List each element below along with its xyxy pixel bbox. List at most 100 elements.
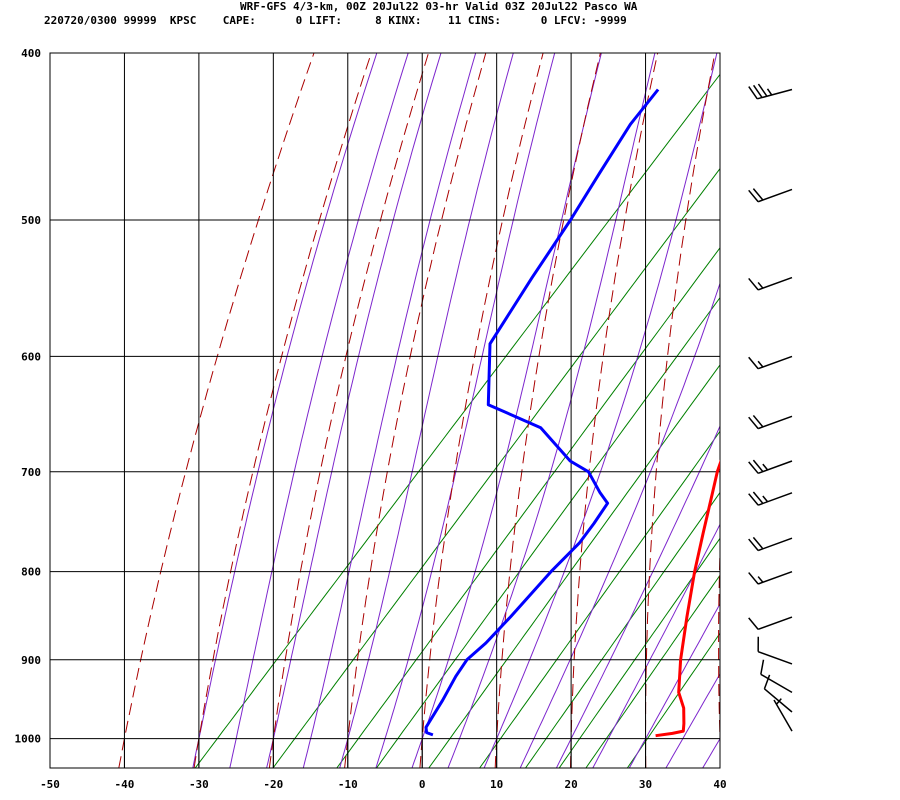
- wind-barb-staff: [757, 537, 793, 552]
- moist-adiabat: [665, 672, 720, 768]
- moist-adiabats: [192, 53, 720, 768]
- dry-adiabat: [118, 53, 315, 768]
- wind-barb: [748, 355, 793, 370]
- wind-barb: [748, 459, 793, 475]
- mixing-ratio-line: [585, 574, 720, 768]
- mixing-ratio-lines: [194, 73, 720, 768]
- temperature-tick-label: -50: [40, 778, 60, 791]
- mixing-ratio-line: [376, 296, 720, 768]
- moist-adiabat: [411, 53, 602, 768]
- wind-barb-feather: [748, 277, 759, 291]
- moist-adiabat: [592, 523, 720, 768]
- temperature-tick-label: 30: [639, 778, 652, 791]
- moist-adiabat: [192, 53, 378, 768]
- wind-barb-staff: [757, 355, 793, 370]
- wind-barb-feather: [748, 189, 759, 203]
- moist-adiabat: [483, 53, 718, 768]
- wind-barb-half-feather: [757, 576, 764, 583]
- wind-barb: [748, 536, 793, 552]
- dry-adiabat: [570, 53, 659, 768]
- pressure-tick-label: 600: [21, 350, 41, 363]
- mixing-ratio-line: [272, 167, 720, 768]
- pressure-tick-label: 400: [21, 47, 41, 60]
- wind-barb-staff: [757, 616, 793, 631]
- pressure-tick-label: 500: [21, 214, 41, 227]
- moist-adiabat: [266, 53, 442, 768]
- wind-barb-staff: [757, 460, 793, 475]
- wind-barb: [748, 188, 793, 203]
- dry-adiabat: [718, 536, 720, 754]
- dry-adiabat: [268, 53, 429, 768]
- wind-barb-feather: [752, 84, 763, 98]
- wind-barb: [748, 414, 793, 430]
- wind-barb-feather: [752, 459, 764, 473]
- wind-barb-staff: [763, 688, 793, 713]
- wind-barb-staff: [757, 492, 793, 506]
- wind-barb: [748, 83, 793, 100]
- mixing-ratio-line: [558, 537, 720, 768]
- wind-barb-feather: [748, 572, 759, 585]
- temperature-tick-label: -30: [189, 778, 209, 791]
- wind-barb-staff: [757, 188, 793, 203]
- wind-barb-staff: [773, 699, 793, 732]
- moist-adiabat: [229, 53, 409, 768]
- wind-barb-half-feather: [766, 88, 773, 96]
- wind-barb-feather: [752, 188, 764, 201]
- wind-barb-feather: [748, 416, 759, 430]
- wind-barb-staff: [757, 88, 793, 100]
- moist-adiabat: [302, 53, 477, 768]
- pressure-tick-label: 1000: [15, 733, 42, 746]
- dry-adiabat: [789, 53, 829, 768]
- wind-barb: [748, 491, 793, 506]
- mixing-ratio-line: [194, 73, 720, 768]
- grid-lines: [50, 53, 720, 768]
- dry-adiabat: [419, 53, 544, 768]
- dry-adiabat: [858, 53, 887, 768]
- wind-barb-half-feather: [757, 281, 764, 289]
- wind-barb-feather: [757, 83, 768, 97]
- chart-title: WRF-GFS 4/3-km, 00Z 20Jul22 03-hr Valid …: [240, 0, 638, 13]
- wind-barb-staff: [757, 650, 793, 665]
- moist-adiabat: [447, 53, 656, 768]
- moist-adiabat: [519, 281, 720, 768]
- mixing-ratio-line: [626, 632, 720, 768]
- wind-barb: [760, 659, 793, 694]
- wind-barb-staff: [760, 673, 793, 694]
- wind-barb-staff: [757, 276, 793, 291]
- temperature-tick-label: -10: [338, 778, 358, 791]
- wind-barb-feather: [752, 491, 764, 504]
- wind-barb-feather: [748, 86, 758, 100]
- dry-adiabat: [193, 53, 372, 768]
- moist-adiabat: [555, 424, 720, 768]
- mixing-ratio-line: [525, 491, 720, 768]
- moist-adiabat: [628, 602, 720, 768]
- pressure-tick-label: 900: [21, 654, 41, 667]
- temperature-tick-label: 20: [564, 778, 577, 791]
- wind-barb: [748, 276, 793, 291]
- wind-barb: [763, 674, 793, 713]
- wind-barb: [748, 570, 793, 585]
- wind-barb-feather: [748, 538, 759, 551]
- moist-adiabat: [702, 737, 720, 768]
- wind-barb: [757, 636, 793, 665]
- mixing-ratio-line: [428, 364, 720, 768]
- sounding-profiles: [424, 88, 720, 738]
- wind-barb-half-feather: [757, 360, 764, 368]
- dry-adiabat: [494, 53, 601, 768]
- wind-barb-staff: [757, 570, 793, 585]
- wind-barb-feather: [752, 536, 764, 550]
- wind-barb-feather: [748, 493, 759, 506]
- pressure-tick-label: 700: [21, 466, 41, 479]
- wind-barb-half-feather: [762, 495, 769, 503]
- station-indices-line: 220720/0300 99999 KPSC CAPE: 0 LIFT: 8 K…: [44, 14, 627, 27]
- wind-barb-feather: [748, 356, 759, 370]
- dry-adiabat: [344, 53, 487, 768]
- temperature-profile: [655, 459, 720, 738]
- temperature-tick-label: -40: [115, 778, 135, 791]
- wind-barb-half-feather: [762, 463, 769, 471]
- wind-barb-feather: [760, 659, 765, 675]
- wind-barb-feather: [748, 617, 759, 630]
- pressure-tick-labels: 400 500 600 700 800 900 1000: [15, 47, 42, 746]
- temperature-tick-label: 40: [713, 778, 726, 791]
